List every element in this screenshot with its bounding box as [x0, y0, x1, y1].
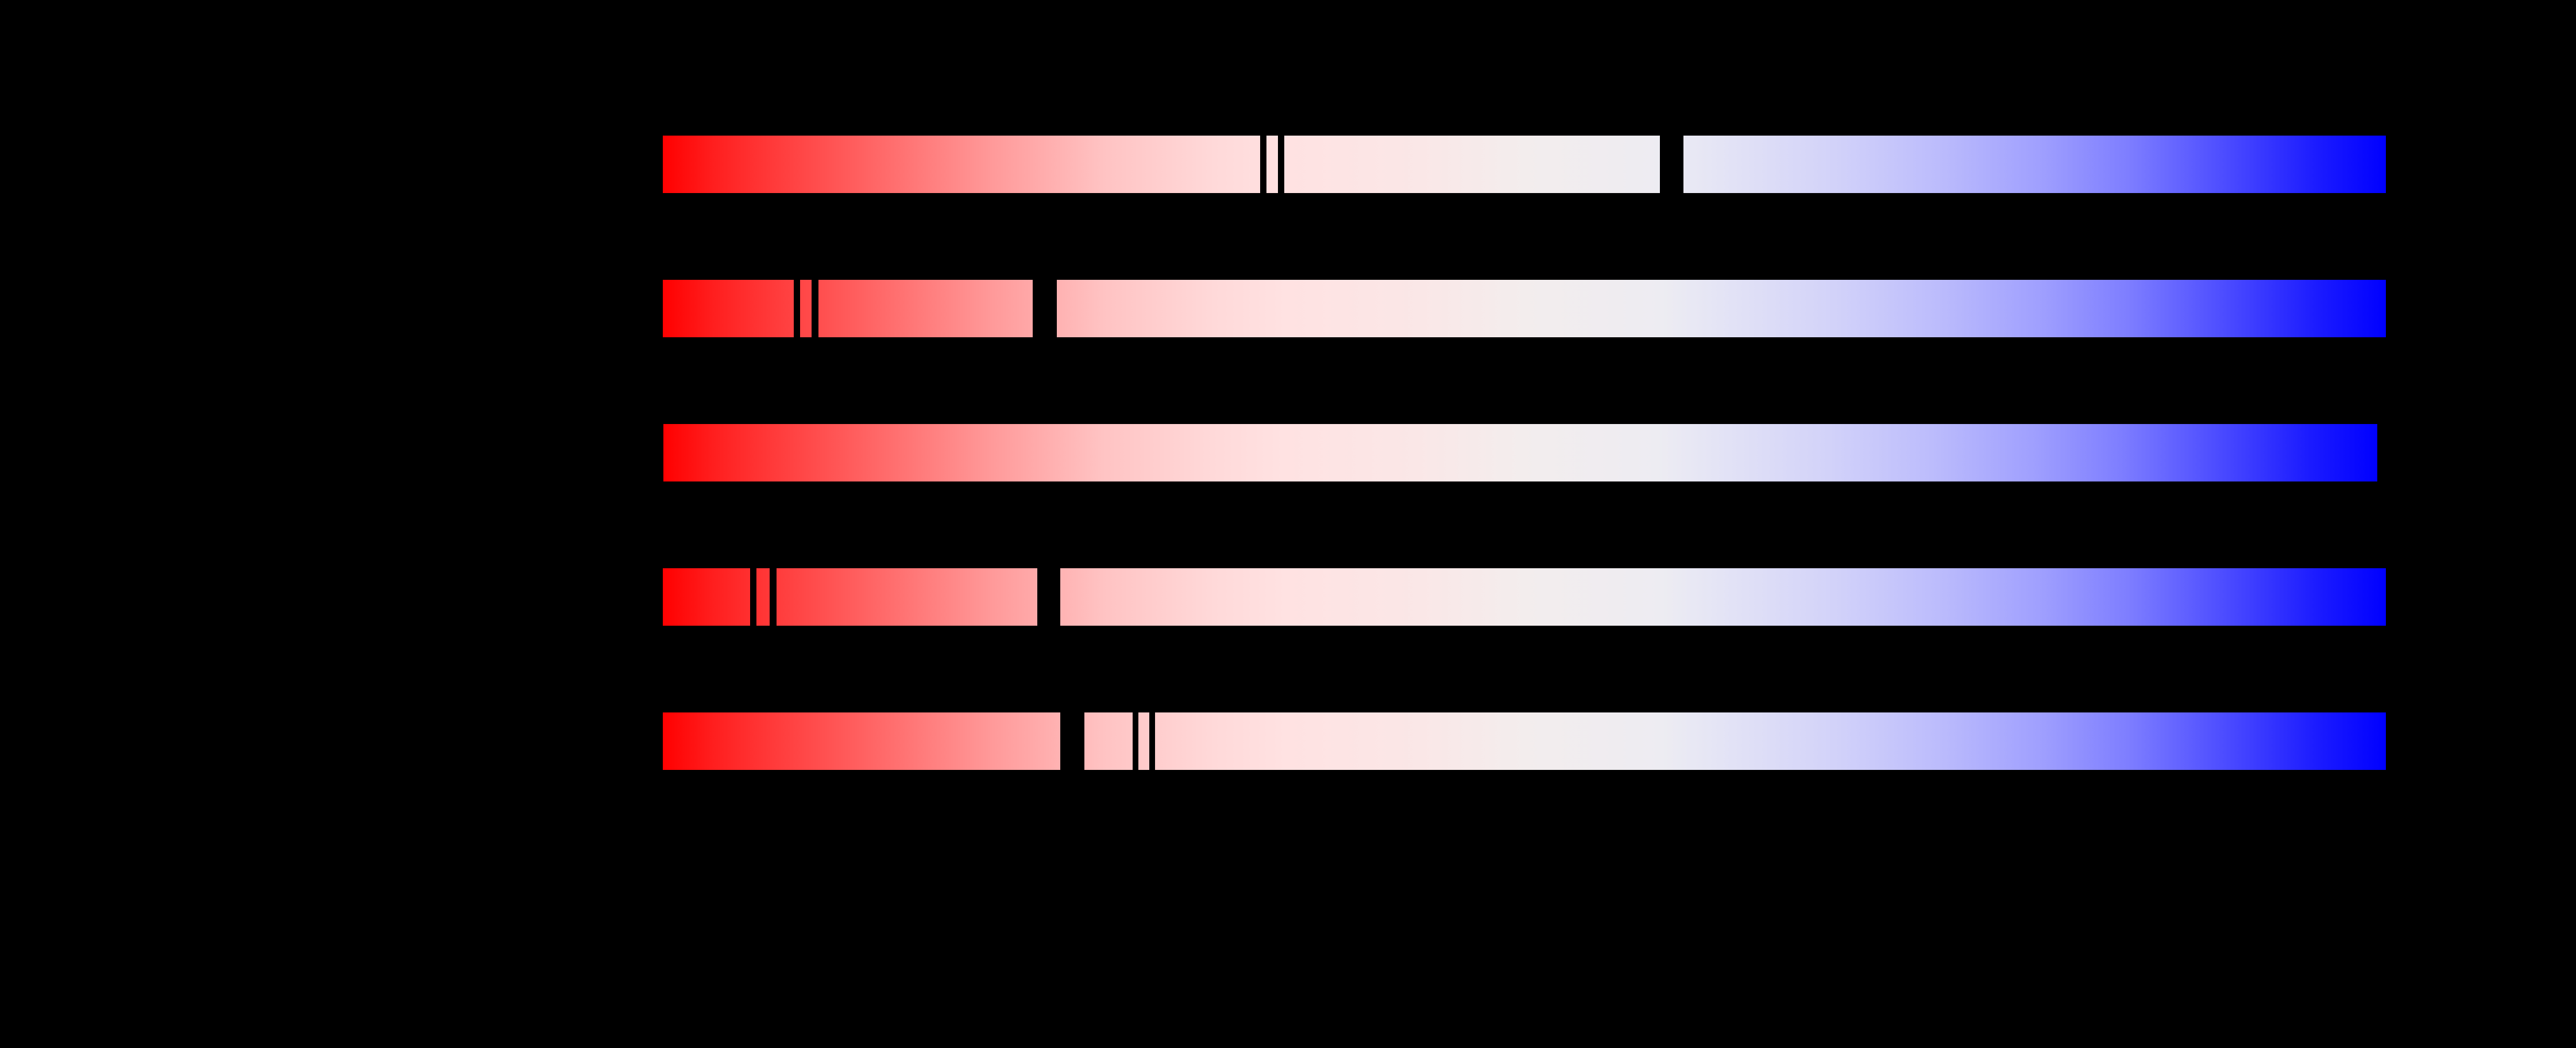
interval-marker-thick-icon	[1033, 280, 1057, 337]
interval-marker-thin-icon	[1149, 712, 1155, 770]
interval-marker-thin-icon	[750, 568, 756, 626]
interval-marker-thin-icon	[812, 280, 818, 337]
interval-marker-thick-icon	[1037, 568, 1060, 626]
interval-marker-thin-icon	[794, 280, 800, 337]
gradient-bar-row-5	[663, 712, 2386, 770]
interval-marker-thin-icon	[770, 568, 777, 626]
interval-marker-thick-icon	[1660, 136, 1683, 193]
gradient-bar-row-4	[663, 568, 2386, 626]
interval-marker-thin-icon	[1133, 712, 1138, 770]
gradient-bar-row-3	[663, 424, 2377, 481]
interval-marker-thin-icon	[1260, 136, 1266, 193]
gradient-bar-row-1	[663, 136, 2386, 193]
gradient-bar-row-2	[663, 280, 2386, 337]
interval-marker-thick-icon	[1060, 712, 1084, 770]
interval-marker-thin-icon	[1278, 136, 1284, 193]
